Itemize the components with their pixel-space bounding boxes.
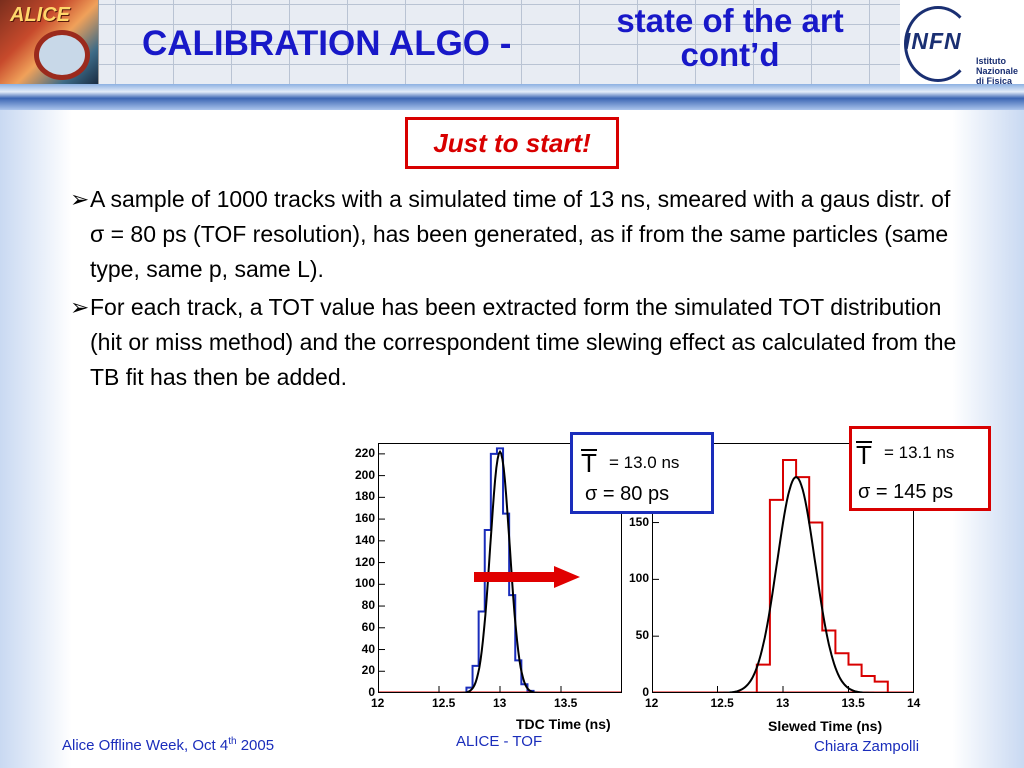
x-tick-label: 13.5 [554,696,578,710]
plot-frame [378,443,622,693]
sigma-value: σ = 145 ps [858,481,954,503]
infn-logo-letters: INFN [904,28,962,54]
x-tick-label: 14 [907,696,921,710]
y-tick-label: 220 [354,445,375,460]
y-tick-label: 60 [361,619,375,634]
y-tick-label: 50 [635,628,649,643]
detector-icon [34,30,90,80]
x-tick-label: 13 [493,696,507,710]
tdc-x-axis-title: TDC Time (ns) [516,716,611,732]
y-tick-label: 100 [354,576,375,591]
y-tick-label: 140 [354,532,375,547]
infn-logo: INFN Istituto Nazionale di Fisica Nuclea… [900,0,1024,96]
subtitle-line-1: state of the art [616,2,844,39]
alice-logo-text: ALICE [10,4,70,26]
slewed-x-axis-title: Slewed Time (ns) [768,718,883,734]
x-tick-label: 12.5 [710,696,734,710]
y-tick-label: 120 [354,554,375,569]
tdc-stats-box: T = 13.0 ns σ = 80 ps [570,432,714,514]
mean-t-symbol: T [581,448,597,478]
subtitle-line-2: cont’d [680,36,780,73]
x-tick-label: 13 [776,696,790,710]
bullet-arrow-icon: ➢ [70,294,90,320]
footer-project: ALICE - TOF [456,733,543,750]
alice-logo: ALICE [0,0,99,84]
footer-event-text: Alice Offline Week, Oct 4 [62,737,229,754]
y-tick-label: 0 [368,685,375,699]
right-arrow-icon [474,566,580,588]
footer-event-sup: th [228,736,237,747]
y-tick-label: 0 [642,685,649,699]
x-tick-label: 12 [645,696,659,710]
bullet-arrow-icon: ➢ [70,186,90,212]
bullet-text: For each track, a TOT value has been ext… [90,294,957,390]
bullet-text: A sample of 1000 tracks with a simulated… [90,186,951,282]
slide-title: CALIBRATION ALGO - [142,24,512,63]
footer-author: Chiara Zampolli [814,738,920,755]
footer-event: Alice Offline Week, Oct 4th 2005 [62,736,274,754]
slide-subtitle: state of the art cont’d [580,4,880,72]
bullet-item: ➢ For each track, a TOT value has been e… [70,290,970,395]
slide-header: ALICE CALIBRATION ALGO - state of the ar… [0,0,1024,96]
histogram-series [755,459,889,693]
slewed-stats-box: T = 13.1 ns σ = 145 ps [849,426,991,511]
x-tick-label: 13.5 [841,696,865,710]
mean-t-symbol: T [856,440,872,470]
infn-arc-icon [904,6,972,82]
y-tick-label: 200 [354,467,375,482]
histogram-series [465,447,535,693]
header-divider-band [0,84,1024,110]
just-to-start-callout: Just to start! [405,117,619,169]
x-tick-label: 12.5 [432,696,456,710]
sigma-value: σ = 80 ps [585,483,670,505]
y-tick-label: 20 [361,663,375,678]
mean-value: = 13.0 ns [609,453,680,472]
bullet-item: ➢ A sample of 1000 tracks with a simulat… [70,182,970,287]
y-tick-label: 100 [628,571,649,586]
infn-inst-line-1: Istituto Nazionale [976,56,1019,76]
y-tick-label: 180 [354,489,375,504]
y-tick-label: 160 [354,511,375,526]
y-tick-label: 40 [361,641,375,656]
footer-event-year: 2005 [236,737,275,754]
plot-frame [652,443,914,693]
mean-value: = 13.1 ns [884,443,955,462]
y-tick-label: 150 [628,514,649,529]
x-tick-label: 12 [371,696,385,710]
y-tick-label: 80 [361,598,375,613]
